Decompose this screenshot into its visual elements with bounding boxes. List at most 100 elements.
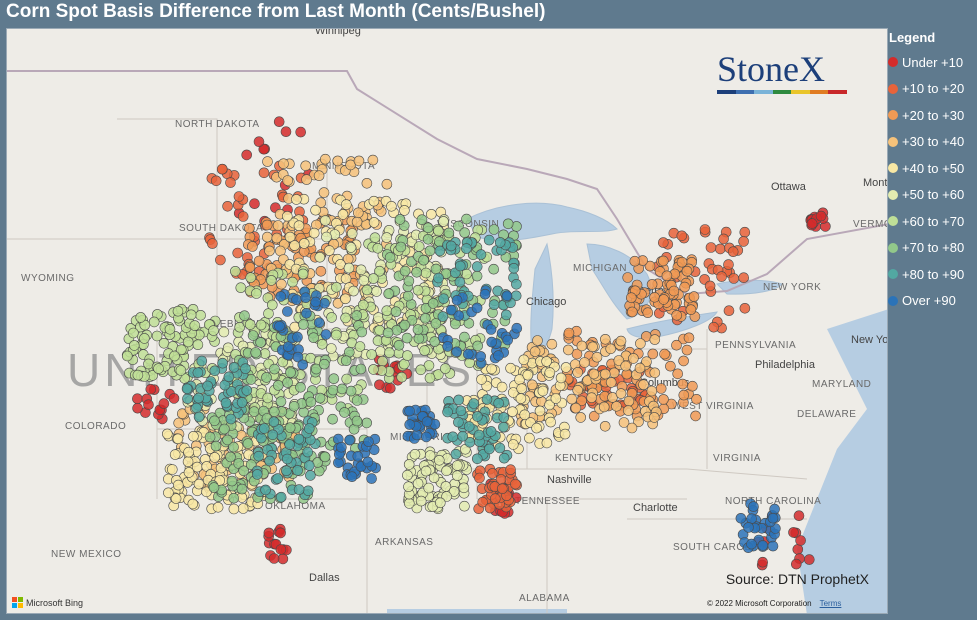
basis-point[interactable]: [196, 355, 208, 367]
basis-point[interactable]: [676, 256, 688, 268]
basis-point[interactable]: [769, 503, 780, 515]
basis-point[interactable]: [496, 381, 508, 393]
basis-point[interactable]: [314, 392, 326, 404]
basis-point[interactable]: [249, 198, 260, 209]
basis-point[interactable]: [275, 491, 287, 503]
basis-point[interactable]: [641, 356, 652, 368]
basis-point[interactable]: [515, 393, 527, 404]
basis-point[interactable]: [429, 336, 441, 347]
basis-point[interactable]: [767, 540, 779, 552]
basis-point[interactable]: [672, 368, 684, 380]
basis-point[interactable]: [235, 282, 247, 294]
basis-point[interactable]: [371, 286, 382, 297]
basis-point[interactable]: [262, 156, 273, 167]
basis-point[interactable]: [423, 482, 435, 494]
basis-point[interactable]: [129, 340, 140, 351]
basis-point[interactable]: [253, 255, 265, 267]
basis-point[interactable]: [244, 262, 256, 273]
basis-point[interactable]: [424, 245, 436, 257]
basis-point[interactable]: [291, 194, 302, 205]
basis-point[interactable]: [336, 383, 348, 395]
legend-item[interactable]: +70 to +80: [888, 235, 977, 262]
basis-point[interactable]: [242, 438, 254, 449]
basis-point[interactable]: [484, 443, 495, 455]
basis-point[interactable]: [412, 478, 424, 489]
basis-point[interactable]: [240, 363, 251, 375]
basis-point[interactable]: [208, 482, 220, 493]
basis-point[interactable]: [327, 413, 338, 425]
basis-point[interactable]: [678, 389, 690, 401]
basis-point[interactable]: [463, 421, 475, 432]
basis-point[interactable]: [620, 360, 632, 372]
basis-point[interactable]: [545, 416, 557, 428]
basis-point[interactable]: [300, 160, 312, 172]
basis-point[interactable]: [151, 330, 163, 342]
basis-point[interactable]: [626, 422, 638, 434]
basis-point[interactable]: [690, 410, 701, 422]
basis-point[interactable]: [345, 242, 357, 253]
basis-point[interactable]: [245, 374, 257, 385]
basis-point[interactable]: [310, 296, 321, 308]
basis-point[interactable]: [237, 211, 249, 222]
basis-point[interactable]: [537, 385, 549, 397]
basis-point[interactable]: [613, 355, 625, 366]
basis-point[interactable]: [208, 325, 219, 336]
basis-point[interactable]: [404, 405, 415, 417]
basis-point[interactable]: [395, 241, 407, 253]
basis-point[interactable]: [175, 365, 187, 376]
basis-point[interactable]: [665, 360, 676, 372]
basis-point[interactable]: [483, 234, 495, 246]
basis-point[interactable]: [305, 470, 316, 481]
basis-point[interactable]: [657, 237, 669, 248]
basis-point[interactable]: [646, 279, 658, 290]
basis-point[interactable]: [313, 317, 325, 329]
basis-point[interactable]: [344, 434, 355, 446]
basis-point[interactable]: [416, 214, 428, 225]
basis-point[interactable]: [325, 343, 337, 354]
basis-point[interactable]: [202, 380, 213, 392]
basis-point[interactable]: [215, 254, 226, 266]
basis-point[interactable]: [381, 232, 393, 243]
basis-point[interactable]: [261, 231, 273, 243]
basis-point[interactable]: [176, 344, 187, 356]
basis-point[interactable]: [576, 340, 588, 352]
basis-point[interactable]: [438, 293, 449, 305]
basis-point[interactable]: [300, 292, 312, 304]
basis-point[interactable]: [519, 409, 531, 421]
basis-point[interactable]: [367, 154, 379, 166]
basis-point[interactable]: [262, 392, 274, 404]
basis-point[interactable]: [647, 348, 659, 360]
basis-point[interactable]: [468, 398, 480, 409]
basis-point[interactable]: [282, 341, 294, 353]
basis-point[interactable]: [170, 493, 182, 504]
basis-point[interactable]: [738, 236, 749, 247]
basis-point[interactable]: [441, 465, 452, 477]
basis-point[interactable]: [313, 465, 325, 477]
basis-point[interactable]: [511, 322, 523, 334]
basis-point[interactable]: [648, 412, 660, 423]
basis-point[interactable]: [346, 228, 358, 239]
basis-point[interactable]: [293, 484, 305, 495]
basis-point[interactable]: [430, 318, 442, 329]
basis-point[interactable]: [403, 481, 414, 493]
basis-point[interactable]: [302, 485, 314, 497]
basis-point[interactable]: [453, 220, 464, 232]
basis-point[interactable]: [401, 332, 413, 344]
basis-point[interactable]: [588, 368, 600, 380]
basis-point[interactable]: [368, 273, 379, 284]
basis-point[interactable]: [488, 263, 500, 275]
legend-item[interactable]: +20 to +30: [888, 102, 977, 129]
basis-point[interactable]: [748, 501, 759, 512]
basis-point[interactable]: [679, 281, 691, 293]
basis-point[interactable]: [485, 426, 497, 437]
basis-point[interactable]: [488, 299, 500, 311]
basis-point[interactable]: [239, 310, 250, 322]
basis-point[interactable]: [406, 256, 417, 267]
basis-point[interactable]: [806, 218, 818, 229]
basis-point[interactable]: [489, 493, 501, 505]
basis-point[interactable]: [418, 254, 429, 266]
basis-point[interactable]: [241, 385, 253, 396]
basis-point[interactable]: [318, 187, 330, 198]
basis-point[interactable]: [459, 227, 471, 238]
basis-point[interactable]: [352, 207, 364, 219]
